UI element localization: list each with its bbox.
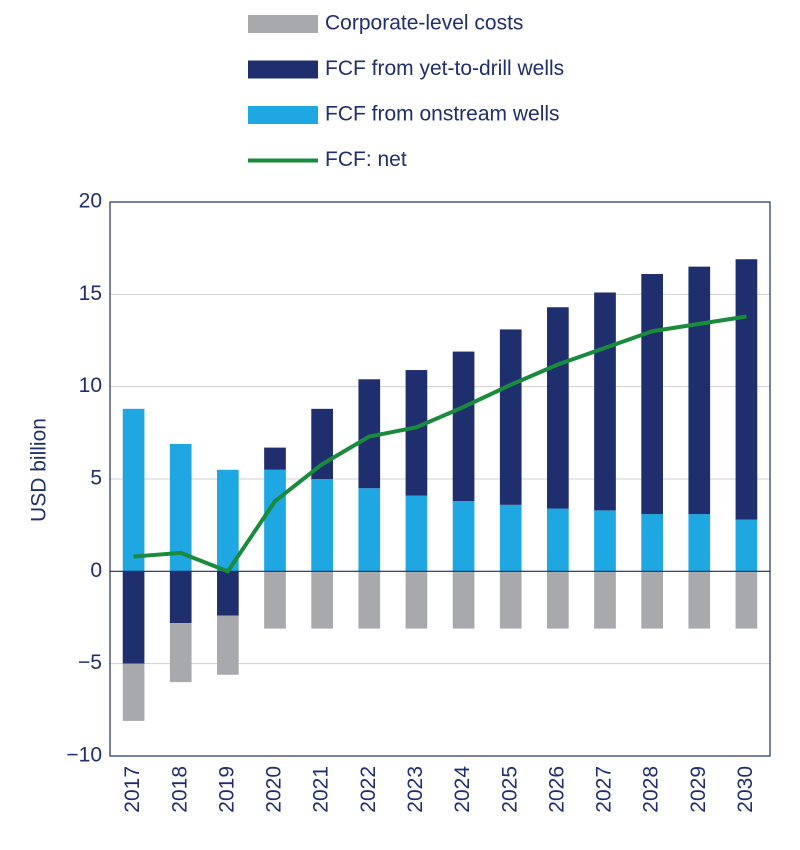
bar bbox=[452, 501, 475, 572]
bar bbox=[122, 408, 145, 572]
bar bbox=[688, 514, 711, 572]
bar bbox=[122, 571, 145, 664]
x-tick-label: 2021 bbox=[310, 766, 333, 813]
bar bbox=[169, 623, 192, 683]
legend-label: FCF: net bbox=[325, 148, 407, 171]
bar bbox=[264, 447, 286, 470]
x-tick-label: 2025 bbox=[498, 766, 521, 813]
y-tick-label: −10 bbox=[66, 744, 102, 767]
x-tick-label: 2018 bbox=[168, 766, 191, 813]
legend-swatch bbox=[248, 60, 318, 79]
bar bbox=[735, 571, 758, 629]
bar bbox=[122, 663, 145, 721]
bar bbox=[499, 329, 522, 505]
bar bbox=[452, 351, 475, 502]
bar bbox=[358, 488, 381, 572]
bar bbox=[217, 615, 239, 675]
bar bbox=[499, 504, 522, 572]
bar bbox=[735, 259, 758, 520]
y-tick-label: −5 bbox=[78, 651, 102, 674]
bar bbox=[641, 514, 663, 572]
x-tick-label: 2030 bbox=[734, 766, 757, 813]
y-tick-label: 20 bbox=[79, 190, 102, 213]
legend-label: Corporate-level costs bbox=[325, 12, 523, 35]
x-tick-label: 2020 bbox=[263, 766, 286, 813]
bar bbox=[358, 379, 381, 489]
x-tick-label: 2017 bbox=[121, 766, 144, 813]
legend-swatch bbox=[248, 15, 318, 33]
bar bbox=[311, 571, 333, 629]
bar bbox=[311, 479, 333, 572]
bar bbox=[169, 443, 192, 572]
x-tick-label: 2023 bbox=[404, 766, 427, 813]
bar bbox=[594, 510, 616, 572]
bar bbox=[735, 519, 758, 572]
bar bbox=[405, 571, 428, 629]
bar bbox=[547, 508, 569, 572]
bar bbox=[641, 571, 663, 629]
y-tick-label: 10 bbox=[79, 374, 102, 397]
legend-label: FCF from yet-to-drill wells bbox=[325, 57, 564, 80]
x-tick-label: 2026 bbox=[545, 766, 568, 813]
bar bbox=[641, 274, 663, 515]
x-tick-label: 2024 bbox=[451, 766, 474, 813]
x-tick-label: 2028 bbox=[640, 766, 663, 813]
bar bbox=[405, 370, 428, 496]
bar bbox=[594, 571, 616, 629]
bar bbox=[688, 571, 711, 629]
y-tick-label: 0 bbox=[90, 559, 102, 582]
x-tick-label: 2022 bbox=[357, 766, 380, 813]
bar bbox=[217, 469, 239, 572]
bar bbox=[499, 571, 522, 629]
y-axis-label: USD billion bbox=[28, 418, 51, 522]
line bbox=[133, 314, 747, 574]
bar bbox=[688, 266, 711, 515]
bar bbox=[264, 469, 286, 572]
plot-frame bbox=[109, 201, 771, 757]
bar bbox=[452, 571, 475, 629]
y-tick-label: 15 bbox=[79, 282, 102, 305]
bar bbox=[547, 307, 569, 509]
bar bbox=[594, 292, 616, 511]
bar bbox=[217, 571, 239, 616]
bar bbox=[358, 571, 381, 629]
legend-swatch bbox=[248, 106, 318, 124]
x-tick-label: 2019 bbox=[215, 766, 238, 813]
y-tick-label: 5 bbox=[90, 467, 102, 490]
bar bbox=[169, 571, 192, 624]
bar bbox=[264, 571, 286, 629]
x-tick-label: 2027 bbox=[593, 766, 616, 813]
bar bbox=[405, 495, 428, 572]
bar bbox=[547, 571, 569, 629]
legend-label: FCF from onstream wells bbox=[325, 103, 560, 126]
x-tick-label: 2029 bbox=[687, 766, 710, 813]
